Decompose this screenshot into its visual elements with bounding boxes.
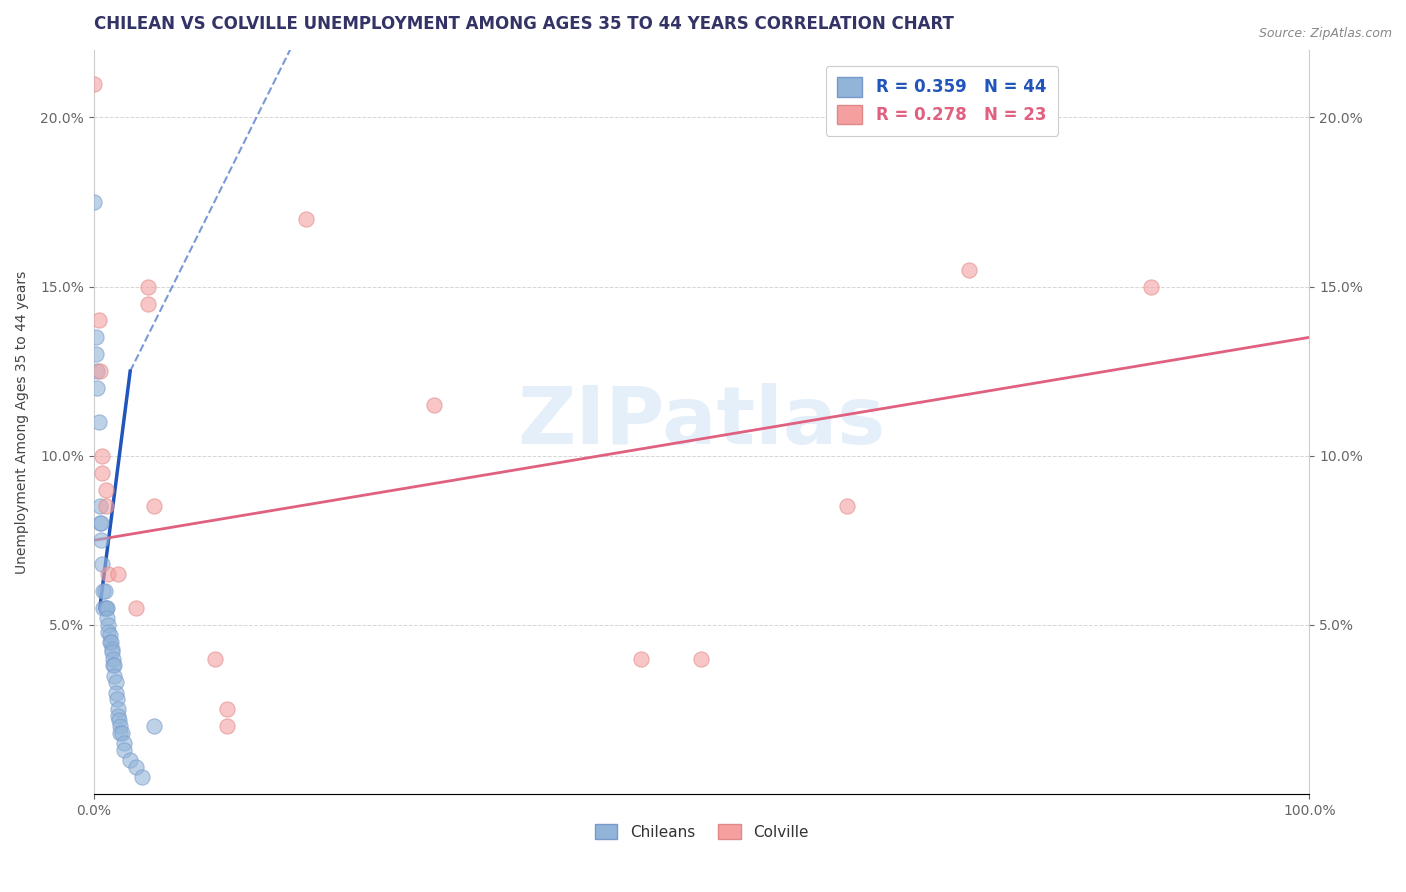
Point — [217, 719, 239, 733]
Point — [143, 500, 166, 514]
Point — [91, 557, 114, 571]
Point — [423, 398, 446, 412]
Point — [96, 601, 118, 615]
Point — [125, 760, 148, 774]
Text: Source: ZipAtlas.com: Source: ZipAtlas.com — [1258, 27, 1392, 40]
Point — [97, 624, 120, 639]
Legend: Chileans, Colville: Chileans, Colville — [589, 818, 814, 846]
Point — [295, 211, 318, 226]
Point — [120, 753, 142, 767]
Point — [94, 601, 117, 615]
Point — [98, 634, 121, 648]
Point — [97, 618, 120, 632]
Point — [94, 483, 117, 497]
Point — [97, 567, 120, 582]
Point — [108, 713, 131, 727]
Point — [104, 685, 127, 699]
Y-axis label: Unemployment Among Ages 35 to 44 years: Unemployment Among Ages 35 to 44 years — [15, 270, 30, 574]
Point — [87, 313, 110, 327]
Point — [125, 601, 148, 615]
Point — [91, 466, 114, 480]
Point — [90, 533, 112, 548]
Point — [104, 675, 127, 690]
Point — [217, 702, 239, 716]
Point — [138, 279, 160, 293]
Point — [86, 381, 108, 395]
Point — [93, 601, 115, 615]
Point — [90, 516, 112, 531]
Point — [94, 500, 117, 514]
Point — [630, 651, 652, 665]
Text: CHILEAN VS COLVILLE UNEMPLOYMENT AMONG AGES 35 TO 44 YEARS CORRELATION CHART: CHILEAN VS COLVILLE UNEMPLOYMENT AMONG A… — [94, 15, 953, 33]
Point — [83, 195, 105, 210]
Point — [100, 634, 122, 648]
Point — [112, 736, 135, 750]
Point — [101, 645, 124, 659]
Point — [110, 726, 132, 740]
Point — [112, 743, 135, 757]
Point — [107, 709, 129, 723]
Point — [107, 702, 129, 716]
Point — [84, 347, 107, 361]
Point — [105, 692, 128, 706]
Point — [103, 668, 125, 682]
Point — [101, 641, 124, 656]
Point — [111, 726, 134, 740]
Point — [89, 364, 111, 378]
Point — [84, 330, 107, 344]
Point — [101, 658, 124, 673]
Point — [131, 770, 153, 784]
Point — [89, 500, 111, 514]
Point — [91, 449, 114, 463]
Point — [690, 651, 713, 665]
Point — [1140, 279, 1163, 293]
Point — [101, 651, 124, 665]
Point — [107, 567, 129, 582]
Point — [87, 415, 110, 429]
Text: ZIPatlas: ZIPatlas — [517, 383, 886, 461]
Point — [103, 658, 125, 673]
Point — [96, 611, 118, 625]
Point — [110, 719, 132, 733]
Point — [98, 628, 121, 642]
Point — [837, 500, 859, 514]
Point — [83, 77, 105, 91]
Point — [957, 262, 980, 277]
Point — [89, 516, 111, 531]
Point — [86, 364, 108, 378]
Point — [204, 651, 226, 665]
Point — [93, 584, 115, 599]
Point — [143, 719, 166, 733]
Point — [93, 584, 115, 599]
Point — [138, 296, 160, 310]
Point — [94, 601, 117, 615]
